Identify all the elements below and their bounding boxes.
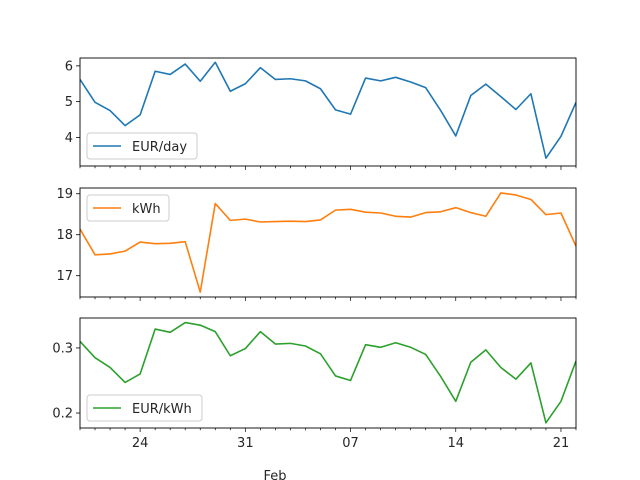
x-tick-label: 14 (447, 436, 464, 451)
axes-frame (79, 57, 577, 167)
panel-2: 17 18 19 kWh (56, 187, 577, 301)
legend-label: EUR/kWh (132, 402, 192, 417)
axes-frame (79, 317, 577, 429)
x-month-label: Feb (263, 469, 286, 480)
y-tick-label: 17 (56, 269, 73, 284)
legend-box (86, 194, 170, 222)
legend: EUR/kWh (86, 394, 203, 422)
panel-3: 0.2 0.3 24 31 07 14 21 EUR/kWh (52, 317, 577, 451)
series-line-2 (80, 192, 576, 293)
x-tick-label: 31 (237, 436, 254, 451)
legend-box (86, 132, 198, 160)
legend: kWh (86, 194, 170, 222)
y-tick-label: 19 (56, 187, 73, 202)
legend: EUR/day (86, 132, 198, 160)
y-tick-label: 18 (56, 228, 73, 243)
y-tick-label: 6 (65, 59, 73, 74)
y-tick-label: 4 (65, 131, 73, 146)
legend-label: EUR/day (132, 140, 187, 155)
y-tick-label: 5 (65, 95, 73, 110)
panels: 4 5 6 EUR/day 17 18 19 kWh 0.2 0.3 24 31 07 14 21 EUR/k… (52, 57, 577, 451)
x-tick-label: 21 (553, 436, 570, 451)
y-tick-label: 0.3 (52, 341, 73, 356)
legend-label: kWh (132, 202, 161, 217)
series-line-3 (80, 321, 576, 424)
x-tick-label: 24 (132, 436, 149, 451)
y-tick-label: 0.2 (52, 407, 73, 422)
series-line-1 (80, 61, 576, 159)
panel-1: 4 5 6 EUR/day (65, 57, 577, 170)
legend-box (86, 394, 203, 422)
axes-frame (79, 187, 577, 298)
x-tick-label: 07 (342, 436, 359, 451)
